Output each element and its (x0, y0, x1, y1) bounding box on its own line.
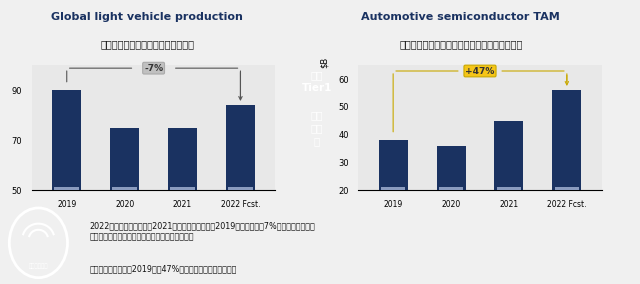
Bar (436, 146, 465, 190)
Bar (554, 187, 579, 194)
Bar (170, 187, 195, 194)
Bar (52, 90, 81, 190)
Bar (226, 105, 255, 190)
Text: Automotive semiconductor TAM: Automotive semiconductor TAM (362, 12, 560, 22)
Text: 车企在供给减少的过程中，可以提价: 车企在供给减少的过程中，可以提价 (100, 39, 194, 49)
Text: 汽车芯片的销售，和2019年有47%的增长，这个数据非常直观: 汽车芯片的销售，和2019年有47%的增长，这个数据非常直观 (90, 264, 237, 273)
Y-axis label: $B: $B (320, 57, 329, 68)
Bar (110, 128, 139, 190)
Bar (495, 121, 524, 190)
Text: +47%: +47% (465, 66, 495, 76)
Bar (228, 187, 253, 194)
Text: 汽车电子设计: 汽车电子设计 (29, 263, 48, 269)
Text: 汽车芯片是供不应求，传统的价格也在逐步上涨: 汽车芯片是供不应求，传统的价格也在逐步上涨 (399, 39, 522, 49)
Text: 传统
Tier1

苦了
你们
了: 传统 Tier1 苦了 你们 了 (301, 70, 332, 146)
Bar (168, 128, 197, 190)
Text: -7%: -7% (144, 64, 163, 73)
Text: 2022年普遍的预期，是在2021年小幅增长，但是和2019年相比是一个7%的降幅，从目前原
油价格和通胀的态势，这对于整车的销量相对乐观: 2022年普遍的预期，是在2021年小幅增长，但是和2019年相比是一个7%的降… (90, 222, 316, 241)
Bar (552, 90, 581, 190)
Bar (439, 187, 463, 194)
Bar (379, 140, 408, 190)
Bar (497, 187, 521, 194)
Text: Global light vehicle production: Global light vehicle production (51, 12, 243, 22)
Bar (381, 187, 406, 194)
Bar (54, 187, 79, 194)
Bar (113, 187, 137, 194)
